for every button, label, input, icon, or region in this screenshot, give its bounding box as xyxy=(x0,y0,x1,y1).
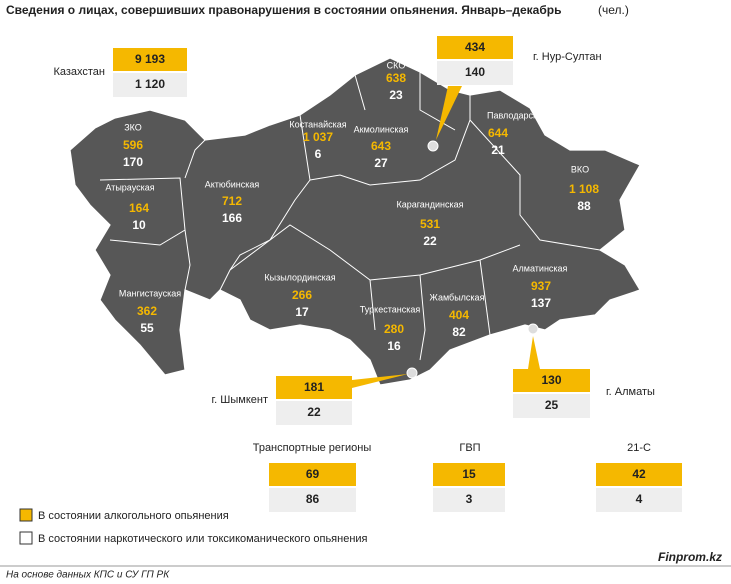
region-drug: 27 xyxy=(374,156,388,170)
city-marker xyxy=(527,323,539,335)
box-drug-value: 22 xyxy=(307,405,321,419)
region-name: Кызылординская xyxy=(264,272,335,282)
region-drug: 21 xyxy=(491,143,505,157)
source: На основе данных КПС и СУ ГП РК xyxy=(6,570,170,581)
legend-swatch xyxy=(19,508,33,522)
box-alcohol xyxy=(113,48,187,71)
region-alcohol: 531 xyxy=(420,217,440,231)
city-marker xyxy=(427,140,439,152)
callout xyxy=(528,336,540,369)
box-drug xyxy=(596,488,682,512)
box-drug-value: 1 120 xyxy=(135,77,165,91)
map xyxy=(69,57,641,386)
box-drug xyxy=(269,488,356,512)
region-alcohol: 164 xyxy=(129,201,149,215)
box-drug xyxy=(437,61,513,85)
box-label: Казахстан xyxy=(53,66,105,78)
box-label: 21-С xyxy=(627,442,651,454)
box-alcohol-value: 42 xyxy=(632,467,646,481)
brand: Finprom.kz xyxy=(658,550,722,564)
box-label: г. Алматы xyxy=(606,386,655,398)
region-drug: 137 xyxy=(531,296,551,310)
callout xyxy=(436,86,462,140)
region-alcohol: 638 xyxy=(386,71,406,85)
box-drug xyxy=(433,488,505,512)
region-name: ЗКО xyxy=(124,122,142,132)
region-drug: 55 xyxy=(140,321,154,335)
unit: (чел.) xyxy=(598,3,629,17)
box-drug-value: 86 xyxy=(306,492,320,506)
box-alcohol-value: 15 xyxy=(462,467,476,481)
region-name: СКО xyxy=(387,60,406,70)
region-drug: 166 xyxy=(222,211,242,225)
box-drug-value: 4 xyxy=(636,492,643,506)
box-label: Транспортные регионы xyxy=(253,442,372,454)
region-alcohol: 712 xyxy=(222,194,242,208)
box-alcohol-value: 434 xyxy=(465,40,485,54)
box-drug xyxy=(276,401,352,425)
region-alcohol: 643 xyxy=(371,139,391,153)
region-drug: 23 xyxy=(389,88,403,102)
box-alcohol-value: 9 193 xyxy=(135,52,165,66)
region-alcohol: 404 xyxy=(449,308,469,322)
box-drug xyxy=(113,73,187,97)
region-name: ВКО xyxy=(571,164,589,174)
box-alcohol xyxy=(269,463,356,486)
region-name: Туркестанская xyxy=(360,304,421,314)
region-alcohol: 362 xyxy=(137,304,157,318)
box-drug-value: 25 xyxy=(545,398,559,412)
box-drug xyxy=(513,394,590,418)
callout xyxy=(352,374,408,388)
region-drug: 17 xyxy=(295,305,309,319)
region-name: Актюбинская xyxy=(205,179,260,189)
box-alcohol xyxy=(433,463,505,486)
region-alcohol: 596 xyxy=(123,138,143,152)
box-alcohol xyxy=(596,463,682,486)
region-alcohol: 937 xyxy=(531,279,551,293)
region-name: Костанайская xyxy=(289,119,346,129)
region-drug: 82 xyxy=(452,325,466,339)
region-alcohol: 1 108 xyxy=(569,182,599,196)
region-alcohol: 266 xyxy=(292,288,312,302)
region-drug: 88 xyxy=(577,199,591,213)
region-drug: 170 xyxy=(123,155,143,169)
box-alcohol-value: 69 xyxy=(306,467,320,481)
region-name: Алматинская xyxy=(513,263,568,273)
region-drug: 16 xyxy=(387,339,401,353)
box-alcohol xyxy=(513,369,590,392)
city-marker xyxy=(406,367,418,379)
box-drug-value: 3 xyxy=(466,492,473,506)
region-drug: 22 xyxy=(423,234,437,248)
region-borders xyxy=(99,72,601,361)
legend-swatch xyxy=(19,531,33,545)
box-alcohol xyxy=(276,376,352,399)
box-alcohol-value: 130 xyxy=(541,373,561,387)
box-label: ГВП xyxy=(459,442,480,454)
region-alcohol: 644 xyxy=(488,126,508,140)
region-name: Карагандинская xyxy=(396,199,463,209)
box-drug-value: 140 xyxy=(465,65,485,79)
region-name: Атырауская xyxy=(105,182,154,192)
region-alcohol: 1 037 xyxy=(303,130,333,144)
region-name: Мангистауская xyxy=(119,288,181,298)
region-drug: 10 xyxy=(132,218,146,232)
box-label: г. Шымкент xyxy=(212,394,269,406)
region-alcohol: 280 xyxy=(384,322,404,336)
region-name: Акмолинская xyxy=(354,124,409,134)
legend-label: В состоянии алкогольного опьянения xyxy=(38,510,229,522)
region-name: Жамбылская xyxy=(430,292,485,302)
region-name: Павлодарская xyxy=(487,110,547,120)
legend-label: В состоянии наркотического или токсикома… xyxy=(38,533,368,545)
box-alcohol xyxy=(437,36,513,59)
box-alcohol-value: 181 xyxy=(304,380,324,394)
box-label: г. Нур-Султан xyxy=(533,51,602,63)
title: Сведения о лицах, совершивших правонаруш… xyxy=(6,3,561,17)
region-drug: 6 xyxy=(315,147,322,161)
